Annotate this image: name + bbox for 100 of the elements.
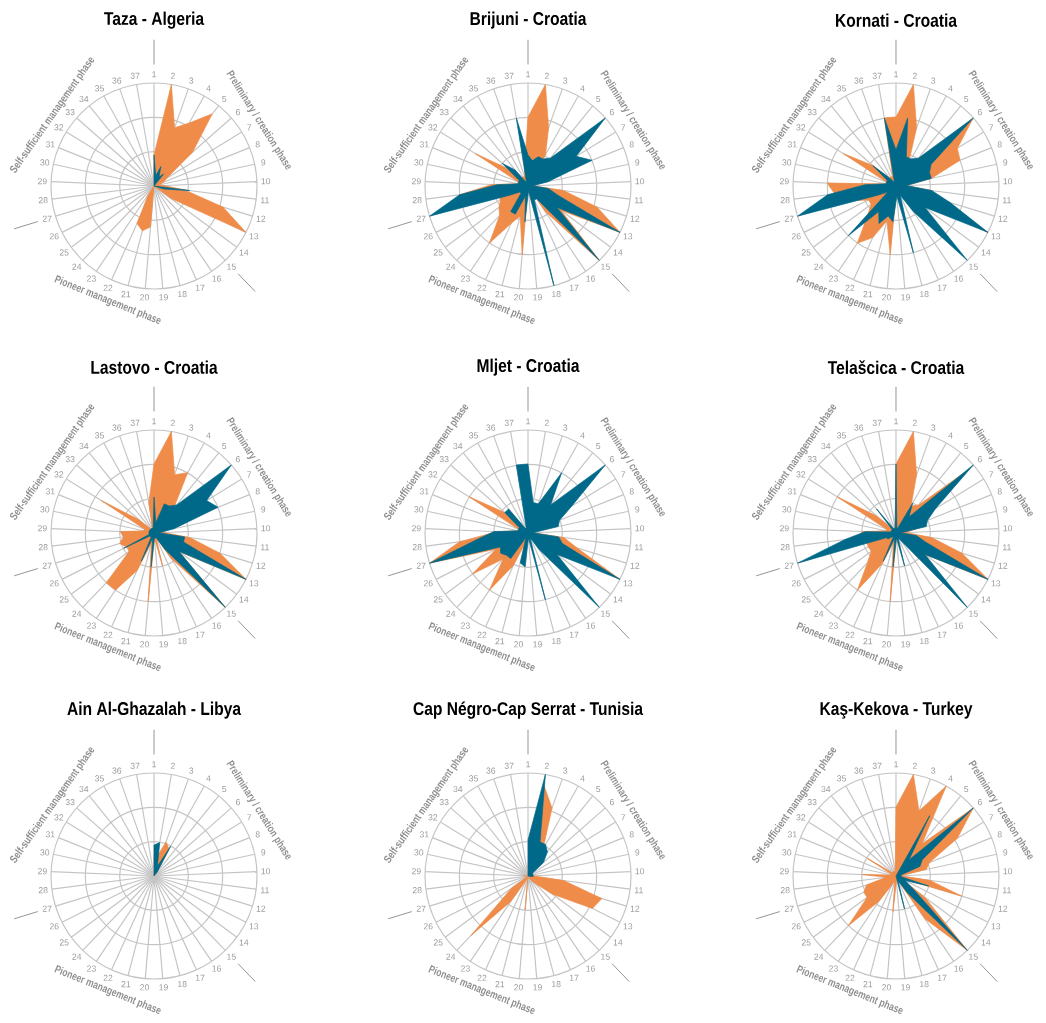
spoke-label: 22 xyxy=(845,631,855,638)
spoke-label: 12 xyxy=(630,905,640,912)
spoke-label: 17 xyxy=(937,631,947,638)
spoke-label: 2 xyxy=(912,419,917,426)
spoke-label: 35 xyxy=(469,85,478,92)
spoke-label: 16 xyxy=(586,275,596,282)
spoke-label: 9 xyxy=(635,849,640,856)
spoke-label: 15 xyxy=(969,610,978,617)
spoke-label: 3 xyxy=(563,77,568,84)
spoke-label: 14 xyxy=(613,939,623,946)
spoke-label: 4 xyxy=(206,85,211,92)
spoke-label: 29 xyxy=(779,178,789,185)
spoke-label: 29 xyxy=(411,868,421,875)
spoke-label: 24 xyxy=(814,263,824,270)
spoke-label: 27 xyxy=(42,215,52,222)
spoke-label: 20 xyxy=(514,984,524,991)
spoke-label: 1 xyxy=(526,71,530,78)
spoke-label: 14 xyxy=(239,596,249,603)
spoke-label: 14 xyxy=(239,249,249,256)
spoke-label: 34 xyxy=(821,95,831,103)
spoke-label: 28 xyxy=(780,544,790,551)
spoke-label: 17 xyxy=(195,631,205,638)
spoke-label: 22 xyxy=(477,284,487,291)
chart-title: Mljet - Croatia xyxy=(477,358,580,376)
spoke-label: 10 xyxy=(1003,178,1013,185)
spoke-label: 25 xyxy=(801,596,811,603)
spoke-label: 27 xyxy=(784,215,794,222)
spoke-label: 26 xyxy=(49,923,59,930)
spoke-label: 32 xyxy=(428,124,438,131)
spoke-label: 10 xyxy=(261,868,271,875)
spoke-label: 19 xyxy=(901,294,910,301)
spoke-label: 19 xyxy=(901,641,910,648)
chart-title: Lastovo - Croatia xyxy=(91,360,218,374)
spoke-label: 36 xyxy=(486,767,496,774)
spoke-label: 27 xyxy=(784,562,794,569)
spoke-label: 32 xyxy=(428,471,438,478)
spoke-label: 4 xyxy=(580,775,585,782)
spoke-label: 1 xyxy=(526,418,530,425)
spoke-label: 23 xyxy=(461,965,470,972)
spoke-label: 5 xyxy=(596,786,601,793)
spoke-label: 36 xyxy=(112,767,122,774)
spoke-label: 37 xyxy=(872,72,882,79)
chart-title: Brijuni - Croatia xyxy=(470,11,587,29)
spoke-label: 13 xyxy=(249,580,259,587)
spoke-label: 3 xyxy=(931,767,936,774)
spoke-label: 22 xyxy=(103,631,113,638)
spoke-label: 13 xyxy=(623,580,633,587)
spoke-label: 20 xyxy=(140,984,150,991)
spoke-label: 1 xyxy=(894,71,898,78)
spoke-label: 23 xyxy=(461,275,470,282)
spoke-label: 28 xyxy=(38,544,48,551)
spoke-label: 9 xyxy=(261,506,266,513)
spoke-label: 35 xyxy=(95,432,104,439)
spoke-label: 25 xyxy=(801,249,811,256)
spoke-label: 10 xyxy=(261,178,271,185)
spoke-label: 4 xyxy=(580,432,585,439)
spoke-label: 5 xyxy=(222,443,227,450)
spoke-label: 29 xyxy=(779,525,789,532)
spoke-label: 2 xyxy=(544,72,549,79)
spoke-label: 25 xyxy=(59,939,69,946)
spoke-label: 4 xyxy=(948,432,953,439)
spoke-label: 5 xyxy=(222,96,227,103)
spoke-label: 18 xyxy=(178,981,187,988)
spoke-label: 26 xyxy=(791,923,801,930)
spoke-label: 5 xyxy=(596,443,601,450)
spoke-label: 23 xyxy=(461,622,470,629)
spoke-label: 1 xyxy=(152,418,156,425)
spoke-label: 9 xyxy=(635,159,640,166)
spoke-label: 26 xyxy=(49,233,59,240)
chart-title: Kornati - Croatia xyxy=(836,13,958,27)
spoke-label: 20 xyxy=(882,984,892,991)
spoke-label: 9 xyxy=(1003,849,1008,856)
spoke-label: 32 xyxy=(796,471,806,478)
spoke-label: 18 xyxy=(919,981,929,988)
spoke-label: 16 xyxy=(586,622,596,629)
spoke-label: 17 xyxy=(937,284,947,291)
spoke-label: 20 xyxy=(514,641,524,648)
spoke-label: 13 xyxy=(623,923,633,930)
spoke-label: 13 xyxy=(991,923,1001,930)
spoke-label: 16 xyxy=(954,965,964,972)
spoke-label: 7 xyxy=(989,471,994,478)
spoke-label: 32 xyxy=(54,124,64,131)
spoke-label: 1 xyxy=(152,71,156,78)
spoke-label: 4 xyxy=(206,432,211,439)
spoke-label: 1 xyxy=(894,418,898,425)
spoke-label: 24 xyxy=(72,263,82,270)
spoke-label: 24 xyxy=(72,953,82,960)
spoke-label: 22 xyxy=(103,284,113,291)
spoke-label: 3 xyxy=(931,77,936,84)
spoke-label: 17 xyxy=(569,284,579,291)
spoke-label: 15 xyxy=(227,263,236,270)
spoke-label: 11 xyxy=(1003,544,1011,551)
spoke-label: 25 xyxy=(433,249,443,256)
spoke-label: 12 xyxy=(256,905,266,912)
spoke-label: 37 xyxy=(130,72,140,79)
spoke-label: 5 xyxy=(596,96,601,103)
spoke-label: 20 xyxy=(882,641,892,648)
spoke-label: 25 xyxy=(801,939,811,946)
spoke-label: 24 xyxy=(446,610,456,617)
spoke-label: 11 xyxy=(261,887,269,894)
